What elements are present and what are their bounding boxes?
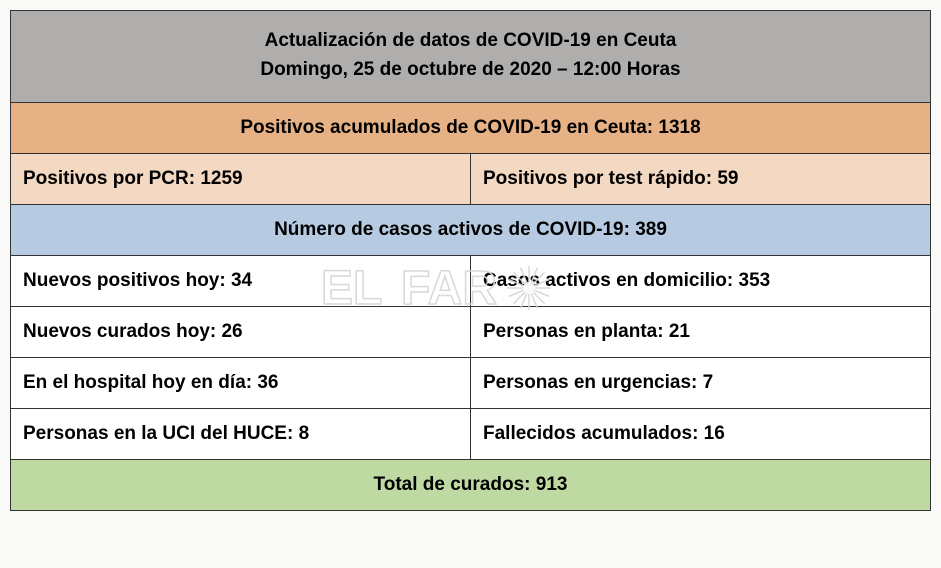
positivos-test-rapido-cell: Positivos por test rápido: 59: [471, 154, 931, 205]
total-curados-cell: Total de curados: 913: [11, 460, 931, 511]
header-title-line1: Actualización de datos de COVID-19 en Ce…: [23, 27, 918, 56]
nuevos-curados-cell: Nuevos curados hoy: 26: [11, 307, 471, 358]
personas-uci-cell: Personas en la UCI del HUCE: 8: [11, 409, 471, 460]
nuevos-positivos-cell: Nuevos positivos hoy: 34: [11, 256, 471, 307]
fallecidos-cell: Fallecidos acumulados: 16: [471, 409, 931, 460]
header-cell: Actualización de datos de COVID-19 en Ce…: [11, 11, 931, 103]
casos-activos-cell: Número de casos activos de COVID-19: 389: [11, 205, 931, 256]
covid-data-table-container: Actualización de datos de COVID-19 en Ce…: [10, 10, 931, 511]
header-title-line2: Domingo, 25 de octubre de 2020 – 12:00 H…: [23, 56, 918, 85]
personas-planta-cell: Personas en planta: 21: [471, 307, 931, 358]
covid-data-table: Actualización de datos de COVID-19 en Ce…: [10, 10, 931, 511]
positivos-acumulados-cell: Positivos acumulados de COVID-19 en Ceut…: [11, 103, 931, 154]
personas-urgencias-cell: Personas en urgencias: 7: [471, 358, 931, 409]
casos-domicilio-cell: Casos activos en domicilio: 353: [471, 256, 931, 307]
positivos-pcr-cell: Positivos por PCR: 1259: [11, 154, 471, 205]
hospital-hoy-cell: En el hospital hoy en día: 36: [11, 358, 471, 409]
